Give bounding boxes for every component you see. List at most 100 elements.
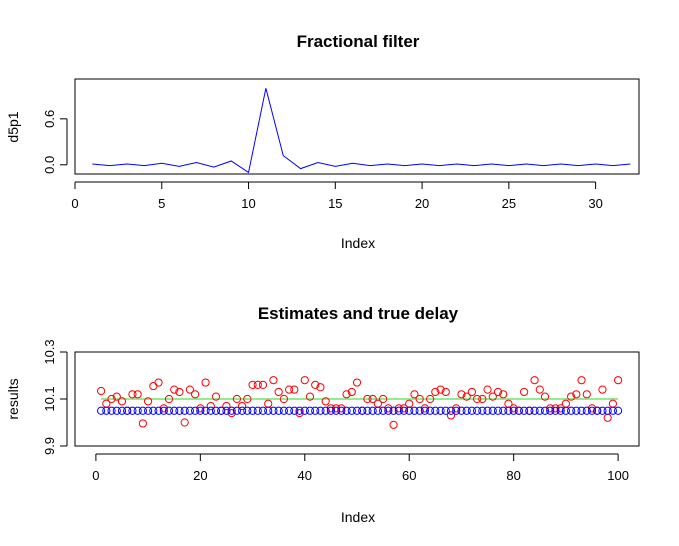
red-estimate-point [379, 394, 388, 404]
blue-estimate-point [431, 406, 440, 415]
red-estimate-point [279, 394, 288, 404]
blue-estimate-point [514, 406, 523, 415]
red-estimate-point [264, 399, 273, 408]
blue-estimate-point [258, 406, 268, 415]
blue-estimate-point [191, 406, 200, 415]
blue-estimate-point [232, 406, 241, 415]
panel1-x-label: Index [341, 235, 375, 251]
red-estimate-point [154, 378, 163, 387]
panel2-x-label: Index [341, 509, 375, 525]
blue-estimate-point [311, 406, 320, 415]
blue-estimate-point [337, 406, 346, 415]
blue-estimate-point [217, 406, 226, 415]
blue-estimate-point [138, 406, 147, 415]
blue-estimate-point [483, 406, 492, 415]
red-estimate-point [97, 386, 106, 396]
red-estimate-point [117, 397, 127, 406]
blue-estimate-point [117, 406, 127, 415]
blue-estimate-point [561, 406, 570, 415]
blue-estimate-point [243, 406, 252, 415]
panel1-plot-box [74, 78, 640, 175]
blue-estimate-point [295, 406, 304, 415]
panel1-x-axis: 0 5 10 15 20 25 30 [71, 181, 603, 211]
red-estimate-point [342, 390, 351, 399]
red-estimate-point [483, 385, 492, 394]
x-tick-label: 25 [502, 196, 516, 211]
red-estimate-point [452, 404, 461, 413]
red-estimate-point [337, 404, 346, 413]
red-estimate-point [572, 390, 581, 399]
blue-estimate-point [373, 406, 382, 415]
red-estimate-point [598, 385, 607, 394]
blue-estimate-point [342, 406, 351, 415]
blue-estimate-point [426, 406, 435, 415]
blue-estimate-point [473, 406, 482, 415]
red-estimate-point [300, 376, 309, 385]
red-estimate-point [107, 394, 116, 404]
red-estimate-point [368, 394, 377, 404]
blue-estimate-point [467, 406, 476, 415]
x-tick-label: 30 [588, 196, 602, 211]
blue-estimate-point [352, 406, 362, 415]
x-tick-label: 10 [241, 196, 255, 211]
blue-estimate-point [410, 406, 419, 415]
x-tick-label: 40 [298, 468, 312, 483]
y-tick-label: 10.3 [42, 339, 57, 364]
red-estimate-point [144, 397, 153, 406]
red-estimate-point [436, 385, 445, 394]
blue-estimate-point [363, 406, 372, 415]
blue-estimate-point [478, 406, 487, 415]
blue-estimate-point [269, 406, 278, 415]
estimates-panel: Estimates and true delay 0 20 40 60 80 100 9.… [5, 304, 640, 525]
blue-estimate-point [222, 406, 231, 415]
blue-estimate-point [170, 406, 179, 415]
red-estimate-point [258, 380, 268, 389]
red-estimate-point [138, 419, 147, 428]
panel1-y-axis: 0.0 0.6 [42, 110, 68, 174]
blue-estimate-point [227, 406, 236, 415]
red-estimate-point [389, 420, 398, 429]
red-estimate-point [394, 404, 403, 413]
red-estimate-point [551, 404, 560, 413]
blue-estimate-point [436, 406, 445, 415]
blue-estimate-point [567, 406, 576, 415]
x-tick-label: 80 [506, 468, 520, 483]
blue-estimate-point [238, 406, 247, 415]
blue-estimate-point [347, 406, 356, 415]
blue-estimate-point [326, 406, 335, 415]
red-estimate-point [191, 390, 200, 399]
red-estimate-point [567, 392, 576, 401]
red-estimate-point [180, 418, 189, 427]
blue-estimate-point [206, 406, 215, 415]
red-estimate-point [316, 383, 325, 392]
y-tick-label: 10.1 [42, 386, 57, 411]
blue-estimate-point [598, 406, 607, 415]
blue-estimate-point [316, 406, 325, 415]
red-estimate-point [530, 376, 539, 385]
red-estimate-point [488, 392, 497, 401]
y-tick-label: 0.6 [42, 110, 57, 128]
blue-estimate-point [603, 406, 612, 415]
x-tick-label: 0 [92, 468, 99, 483]
blue-estimate-point [285, 406, 294, 415]
blue-estimate-point [149, 406, 158, 415]
red-estimate-point [227, 409, 236, 418]
blue-estimate-point [493, 406, 503, 415]
red-estimate-point [499, 390, 508, 399]
red-estimate-point [405, 399, 414, 408]
red-estimate-point [467, 387, 476, 397]
red-estimate-point [478, 394, 487, 404]
blue-estimate-point [499, 406, 508, 415]
red-estimate-point [431, 387, 440, 397]
panel1-series [92, 88, 631, 174]
red-estimate-point [232, 394, 241, 404]
red-estimate-point [201, 378, 210, 387]
panel2-title: Estimates and true delay [258, 304, 459, 323]
red-estimate-point [222, 401, 231, 411]
blue-estimate-point [159, 406, 168, 415]
blue-estimate-point [582, 406, 591, 415]
blue-estimate-point [551, 406, 560, 415]
red-estimate-point [253, 380, 262, 389]
blue-estimate-point [399, 406, 409, 415]
red-estimate-point [587, 404, 597, 413]
